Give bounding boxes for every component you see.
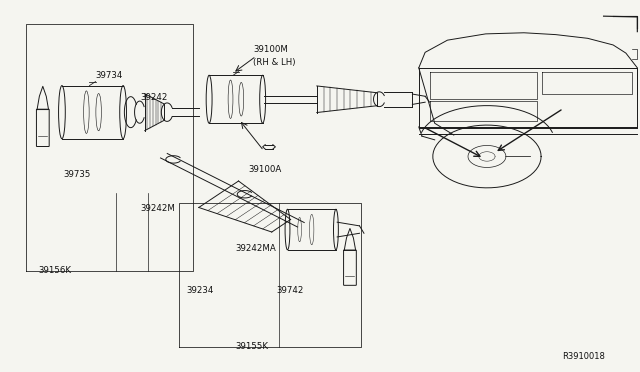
Text: 39234: 39234 — [186, 286, 214, 295]
Text: 39242: 39242 — [140, 93, 168, 102]
Text: 39156K: 39156K — [38, 266, 71, 275]
Text: 39155K: 39155K — [236, 342, 269, 351]
Text: 39100M: 39100M — [253, 45, 288, 54]
Text: 39242M: 39242M — [140, 203, 175, 213]
Text: (RH & LH): (RH & LH) — [253, 58, 296, 67]
Text: R3910018: R3910018 — [562, 352, 605, 361]
Text: 39735: 39735 — [64, 170, 92, 179]
Text: 39734: 39734 — [96, 71, 123, 80]
Text: 39100A: 39100A — [248, 165, 282, 174]
Text: 39242MA: 39242MA — [236, 244, 276, 253]
Text: 39742: 39742 — [276, 286, 304, 295]
